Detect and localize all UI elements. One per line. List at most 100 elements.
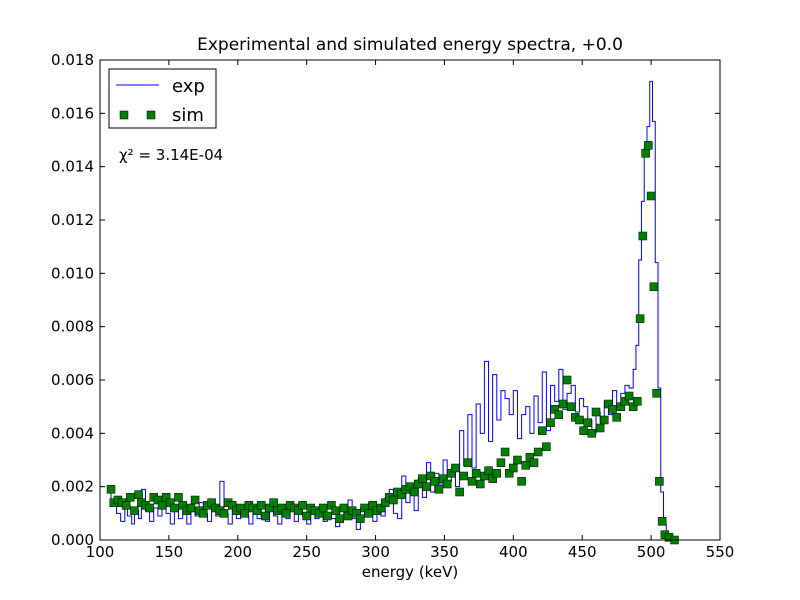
x-axis: 100 150 200 250 300 350 400 450 500 550 — [86, 60, 735, 561]
y-tick-label: 0.010 — [51, 264, 94, 282]
sim-marker — [538, 426, 547, 435]
sim-marker — [521, 461, 530, 470]
sim-marker — [492, 469, 502, 478]
sim-marker — [298, 501, 307, 510]
sim-marker — [546, 418, 555, 427]
sim-marker — [579, 426, 588, 435]
sim-marker — [130, 506, 139, 515]
sim-marker — [418, 474, 427, 483]
sim-marker — [463, 458, 473, 467]
y-tick-label: 0.002 — [51, 478, 94, 496]
sim-marker — [600, 415, 609, 425]
sim-marker — [533, 447, 543, 457]
sim-marker — [126, 493, 135, 502]
y-tick-label: 0.000 — [51, 531, 94, 549]
sim-marker — [652, 389, 661, 398]
legend: exp sim — [108, 68, 217, 129]
sim-marker — [430, 477, 440, 486]
sim-marker — [106, 485, 116, 494]
sim-marker — [591, 407, 601, 417]
sim-marker — [467, 477, 477, 486]
y-tick-label: 0.006 — [51, 371, 94, 389]
sim-marker — [471, 469, 481, 478]
x-tick-label: 550 — [706, 543, 735, 561]
sim-marker — [409, 487, 419, 497]
sim-marker — [554, 410, 564, 419]
sim-marker — [281, 509, 291, 518]
sim-marker — [646, 191, 656, 201]
sim-marker — [612, 413, 621, 422]
legend-sim-marker-right — [146, 110, 156, 120]
sim-marker — [624, 391, 634, 401]
sim-marker — [145, 503, 154, 513]
sim-marker — [121, 501, 131, 510]
x-tick-label: 350 — [430, 543, 459, 561]
sim-marker — [422, 482, 431, 491]
sim-marker — [638, 231, 648, 241]
sim-marker — [190, 495, 200, 505]
sim-marker — [558, 399, 568, 409]
sim-marker — [608, 405, 617, 414]
sim-marker — [157, 501, 167, 510]
sim-marker — [496, 458, 506, 467]
y-tick-label: 0.008 — [51, 318, 94, 336]
sim-marker — [509, 463, 518, 473]
sim-marker — [649, 282, 659, 291]
sim-marker — [513, 455, 522, 465]
sim-marker — [566, 402, 576, 411]
sim-marker — [587, 429, 597, 438]
plot-background — [100, 60, 720, 540]
sim-marker — [256, 501, 266, 510]
sim-marker — [339, 503, 349, 513]
sim-marker — [134, 490, 143, 499]
sim-marker — [219, 509, 229, 518]
sim-marker — [641, 149, 650, 158]
y-tick-label: 0.014 — [51, 158, 94, 176]
sim-marker — [389, 495, 398, 505]
sim-marker — [335, 514, 344, 523]
sim-marker — [240, 509, 249, 518]
x-tick-label: 500 — [637, 543, 666, 561]
sim-marker — [517, 477, 526, 486]
x-axis-label: energy (keV) — [362, 563, 458, 581]
sim-marker — [331, 506, 340, 515]
sim-marker — [186, 503, 196, 513]
sim-marker — [655, 477, 664, 486]
legend-sim-label: sim — [172, 105, 204, 126]
x-tick-label: 150 — [155, 543, 184, 561]
sim-marker — [575, 415, 584, 425]
sim-marker — [476, 479, 485, 489]
sim-marker — [302, 511, 311, 521]
sim-marker — [434, 485, 444, 494]
sim-marker — [529, 458, 539, 467]
sim-series — [106, 141, 679, 545]
sim-marker — [170, 503, 179, 513]
sim-marker — [542, 442, 551, 451]
sim-marker — [459, 471, 468, 481]
x-tick-label: 450 — [568, 543, 597, 561]
legend-sim-marker-left — [119, 110, 129, 120]
sim-marker — [562, 375, 572, 385]
y-tick-label: 0.016 — [51, 104, 94, 122]
sim-marker — [500, 447, 510, 457]
chart-title: Experimental and simulated energy spectr… — [197, 35, 623, 55]
sim-marker — [356, 514, 365, 523]
sim-marker — [318, 503, 328, 513]
sim-marker — [644, 141, 653, 150]
x-tick-label: 400 — [499, 543, 528, 561]
sim-marker — [442, 479, 452, 489]
y-axis: 0.000 0.002 0.004 0.006 0.008 0.010 0.012 0.014… — [51, 51, 720, 549]
sim-marker — [583, 418, 592, 427]
x-tick-label: 300 — [361, 543, 390, 561]
sim-marker — [261, 511, 270, 521]
plot-area — [100, 60, 720, 540]
sim-marker — [364, 509, 373, 518]
chi-square-annotation: χ² = 3.14E-04 — [119, 146, 223, 164]
sim-marker — [595, 423, 605, 433]
y-tick-label: 0.018 — [51, 51, 94, 69]
sim-marker — [199, 509, 208, 518]
x-tick-label: 100 — [86, 543, 115, 561]
sim-marker — [633, 397, 642, 406]
sim-marker — [635, 314, 645, 323]
